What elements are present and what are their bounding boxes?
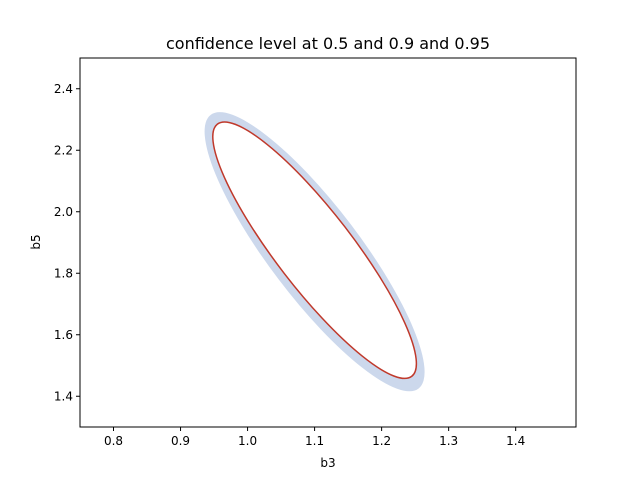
y-tick-label: 2.4	[54, 82, 73, 96]
contour-band-interior	[212, 121, 417, 379]
chart-title: confidence level at 0.5 and 0.9 and 0.95	[166, 34, 490, 53]
y-tick-label: 1.8	[54, 266, 73, 280]
x-axis-ticks: 0.8 0.9 1.0 1.1 1.2 1.3 1.4	[104, 427, 525, 448]
x-tick-label: 1.4	[506, 434, 525, 448]
y-tick-label: 1.4	[54, 389, 73, 403]
y-tick-label: 1.6	[54, 328, 73, 342]
x-tick-label: 1.2	[372, 434, 391, 448]
x-tick-label: 1.1	[305, 434, 324, 448]
y-tick-label: 2.2	[54, 143, 73, 157]
y-tick-label: 2.0	[54, 205, 73, 219]
x-tick-label: 0.9	[171, 434, 190, 448]
plot-content	[204, 112, 425, 392]
x-tick-label: 1.0	[238, 434, 257, 448]
y-axis-label: b5	[29, 234, 43, 249]
x-tick-label: 0.8	[104, 434, 123, 448]
contour-line-0.9	[212, 121, 418, 380]
x-axis-label: b3	[320, 456, 335, 470]
axes-frame	[79, 57, 577, 428]
x-tick-label: 1.3	[439, 434, 458, 448]
y-axis-ticks: 1.4 1.6 1.8 2.0 2.2 2.4	[54, 82, 80, 403]
